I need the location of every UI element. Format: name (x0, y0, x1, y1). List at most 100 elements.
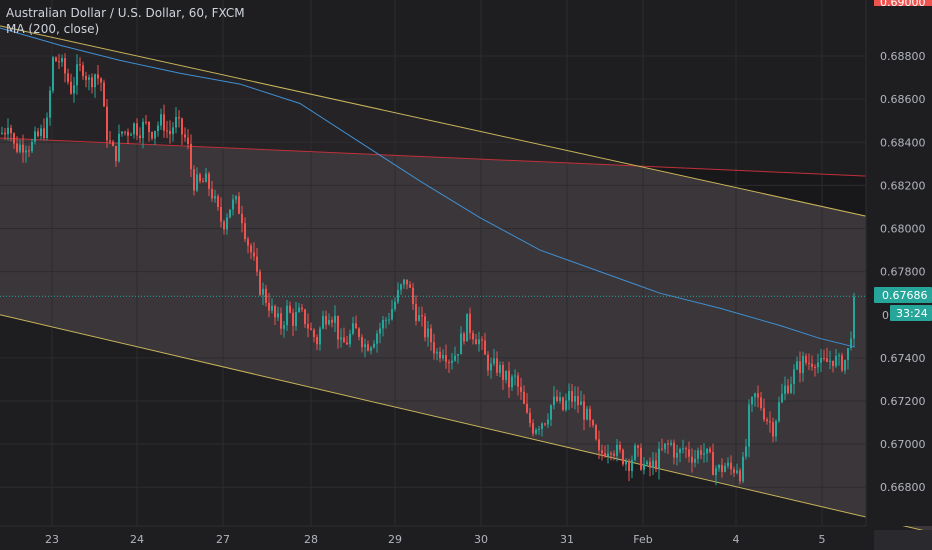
candle-body (505, 370, 507, 380)
indicator-label[interactable]: MA (200, close) (6, 22, 100, 36)
candle-body (169, 130, 171, 135)
x-tick-label: 4 (733, 533, 740, 546)
top-price-tag (874, 0, 932, 6)
candle-body (451, 360, 453, 363)
candle-body (664, 443, 666, 450)
candle-body (361, 336, 363, 348)
candle-body (703, 453, 705, 455)
candle-body (307, 324, 309, 329)
candle-body (679, 448, 681, 453)
candle-body (115, 145, 117, 162)
candle-body (448, 362, 450, 364)
candle-body (838, 355, 840, 357)
candle-body (358, 328, 360, 337)
candle-body (658, 448, 660, 470)
candle-body (796, 361, 798, 370)
candle-body (127, 131, 129, 136)
candle-body (484, 340, 486, 355)
candle-body (622, 449, 624, 465)
candle-body (193, 169, 195, 191)
candle-body (544, 423, 546, 425)
candle-body (25, 150, 27, 153)
candle-body (829, 360, 831, 362)
candle-body (529, 412, 531, 424)
candle-body (730, 462, 732, 470)
candle-body (73, 85, 75, 94)
candle-body (370, 347, 372, 351)
candle-body (499, 365, 501, 373)
candle-body (643, 464, 645, 470)
candle-body (46, 117, 48, 139)
symbol-title[interactable]: Australian Dollar / U.S. Dollar, 60, FXC… (6, 6, 245, 20)
last-price-value: 0.67686 (882, 289, 928, 302)
candle-body (832, 360, 834, 367)
candle-body (385, 319, 387, 321)
candle-body (310, 328, 312, 330)
candle-body (91, 77, 93, 88)
x-tick-label: 29 (388, 533, 402, 546)
candle-body (550, 405, 552, 420)
candle-body (376, 333, 378, 344)
candle-body (805, 355, 807, 363)
candle-body (421, 315, 423, 317)
candle-body (493, 358, 495, 364)
candle-body (196, 174, 198, 191)
candle-body (784, 385, 786, 394)
candle-body (328, 320, 330, 325)
candle-body (619, 444, 621, 450)
candle-body (340, 337, 342, 340)
channel-lower-line[interactable] (0, 314, 932, 533)
candle-body (775, 420, 777, 437)
candle-body (502, 365, 504, 380)
candle-body (19, 144, 21, 152)
candle-body (28, 150, 30, 152)
candle-body (463, 333, 465, 342)
candle-body (100, 78, 102, 83)
candle-body (781, 393, 783, 403)
candle-body (742, 456, 744, 482)
channel-upper-line[interactable] (0, 25, 932, 232)
candle-body (517, 375, 519, 387)
candle-body (655, 460, 657, 470)
candle-body (475, 339, 477, 345)
candle-body (163, 114, 165, 131)
x-tick-label: 31 (560, 533, 574, 546)
candle-body (439, 351, 441, 359)
candle-body (676, 452, 678, 458)
candle-body (481, 339, 483, 341)
candle-body (817, 362, 819, 368)
time-axis-background[interactable] (0, 526, 866, 550)
candle-body (355, 323, 357, 329)
candle-body (142, 121, 144, 139)
candle-body (460, 333, 462, 355)
candle-body (199, 174, 201, 182)
candle-body (166, 130, 168, 132)
candle-body (580, 401, 582, 406)
candle-body (646, 461, 648, 465)
candle-body (700, 450, 702, 455)
candle-body (187, 137, 189, 144)
price-axis-background[interactable] (866, 0, 932, 526)
candle-body (691, 456, 693, 463)
candle-body (523, 391, 525, 404)
moving-average-line[interactable] (0, 27, 856, 348)
candle-body (490, 363, 492, 371)
candle-body (694, 458, 696, 463)
candle-body (853, 296, 855, 339)
candle-body (772, 422, 774, 437)
candle-body (289, 305, 291, 313)
candle-body (241, 213, 243, 224)
candle-body (637, 445, 639, 448)
candle-body (793, 369, 795, 385)
candle-body (214, 196, 216, 199)
candle-body (79, 64, 81, 66)
candle-body (40, 128, 42, 136)
candle-body (688, 449, 690, 457)
candle-body (118, 133, 120, 162)
candle-body (178, 116, 180, 119)
candle-body (364, 344, 366, 348)
candle-body (76, 64, 78, 86)
candle-body (400, 284, 402, 290)
candle-body (778, 402, 780, 421)
